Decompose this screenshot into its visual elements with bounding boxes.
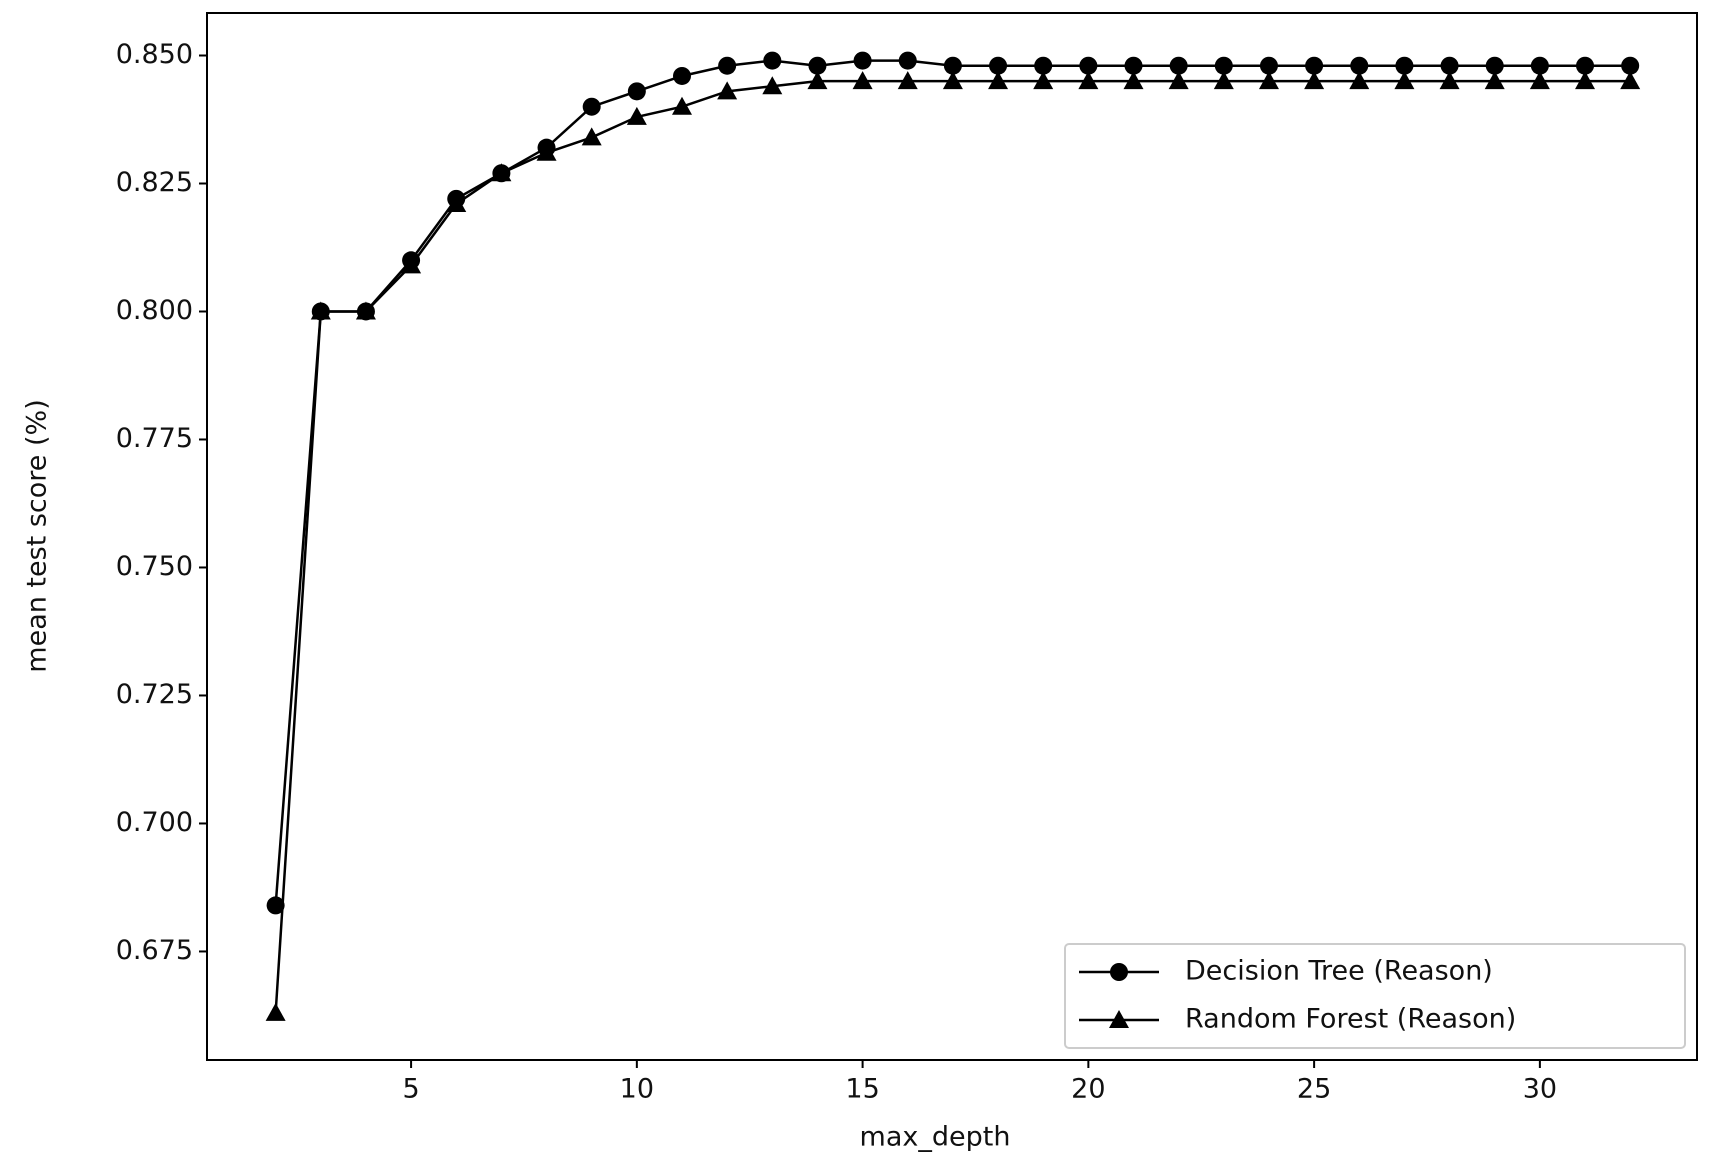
data-point (1033, 71, 1054, 90)
data-point (1034, 56, 1053, 75)
data-point (266, 896, 285, 915)
data-point (1214, 56, 1233, 75)
data-point (1259, 56, 1278, 75)
data-point (718, 56, 737, 75)
data-point (582, 97, 601, 116)
data-point (1258, 71, 1279, 90)
data-point (762, 76, 783, 95)
legend-marker (1109, 1010, 1129, 1028)
data-point (898, 51, 917, 70)
data-point (1440, 56, 1459, 75)
data-point (671, 96, 692, 115)
plot-frame (206, 12, 1698, 1061)
data-point (491, 163, 512, 182)
data-point (1213, 71, 1234, 90)
data-point (1394, 71, 1415, 90)
data-point (1168, 71, 1189, 90)
data-point (943, 56, 962, 75)
data-point (310, 301, 331, 320)
data-point (763, 51, 782, 70)
data-point (1576, 56, 1595, 75)
y-tick-label: 0.850 (116, 39, 193, 70)
data-point (807, 71, 828, 90)
y-tick-label: 0.675 (116, 935, 193, 966)
data-point (1349, 71, 1370, 90)
data-point (446, 193, 467, 212)
data-point (581, 127, 602, 146)
data-point (1124, 56, 1143, 75)
x-tick-label: 10 (620, 1074, 654, 1105)
y-tick-label: 0.700 (116, 807, 193, 838)
legend-label: Decision Tree (Reason) (1185, 956, 1493, 987)
data-point (536, 142, 557, 161)
data-point (265, 1002, 286, 1021)
x-tick-label: 20 (1071, 1074, 1105, 1105)
data-point (627, 82, 646, 101)
y-axis-label: mean test score (%) (22, 399, 53, 672)
data-point (1078, 71, 1099, 90)
data-point (1079, 56, 1098, 75)
data-point (1305, 56, 1324, 75)
legend-label: Random Forest (Reason) (1185, 1004, 1516, 1035)
data-point (1304, 71, 1325, 90)
data-point (1350, 56, 1369, 75)
data-point (988, 71, 1009, 90)
data-point (1529, 71, 1550, 90)
y-tick-label: 0.750 (116, 551, 193, 582)
data-point (626, 106, 647, 125)
y-tick-label: 0.725 (116, 679, 193, 710)
y-tick-label: 0.800 (116, 295, 193, 326)
data-point (401, 255, 422, 274)
x-tick-label: 25 (1297, 1074, 1331, 1105)
data-point (1484, 71, 1505, 90)
data-point (1485, 56, 1504, 75)
data-point (989, 56, 1008, 75)
series-line (274, 79, 1631, 1013)
data-point (1621, 56, 1640, 75)
data-point (808, 56, 827, 75)
data-point (1575, 71, 1596, 90)
data-point (1395, 56, 1414, 75)
data-point (1530, 56, 1549, 75)
data-point (1620, 71, 1641, 90)
data-point (1169, 56, 1188, 75)
x-tick-label: 15 (845, 1074, 879, 1105)
data-point (852, 71, 873, 90)
data-point (1439, 71, 1460, 90)
y-tick-label: 0.825 (116, 167, 193, 198)
x-tick-label: 5 (402, 1074, 419, 1105)
y-tick-label: 0.775 (116, 423, 193, 454)
data-point (717, 81, 738, 100)
data-point (897, 71, 918, 90)
data-point (672, 66, 691, 85)
data-point (942, 71, 963, 90)
data-point (1123, 71, 1144, 90)
data-point (355, 301, 376, 320)
x-axis-label: max_depth (860, 1122, 1011, 1153)
legend-frame (1064, 943, 1686, 1049)
data-point (853, 51, 872, 70)
x-tick-label: 30 (1523, 1074, 1557, 1105)
legend-marker (1110, 963, 1128, 981)
